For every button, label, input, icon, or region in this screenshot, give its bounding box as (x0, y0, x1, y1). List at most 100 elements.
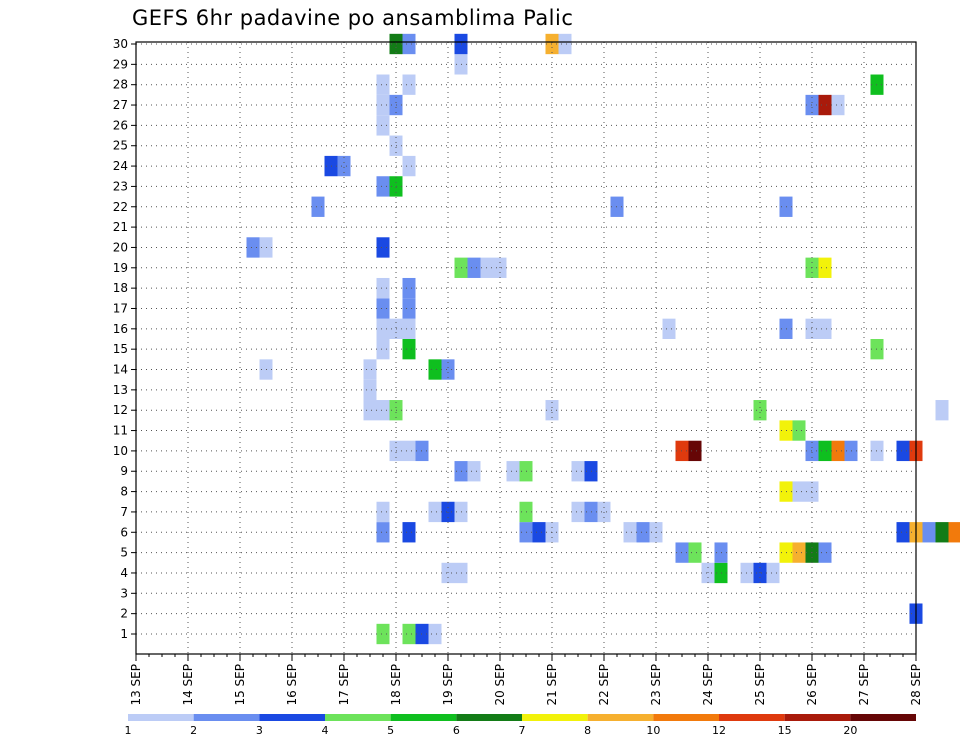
colorbar-label: 3 (256, 724, 263, 737)
heatmap-cell (831, 94, 845, 116)
y-tick-label: 20 (113, 240, 128, 254)
heatmap-cell (428, 501, 442, 523)
colorbar-segment (325, 714, 391, 721)
x-tick-label: 20 SEP (493, 664, 507, 706)
heatmap-cell (428, 623, 442, 645)
colorbar-label: 7 (519, 724, 526, 737)
colorbar-segment (850, 714, 916, 721)
y-tick-label: 28 (113, 78, 128, 92)
x-tick-label: 13 SEP (129, 664, 143, 706)
heatmap-cell (363, 400, 377, 421)
y-tick-label: 8 (120, 485, 128, 499)
heatmap-cell (376, 298, 390, 319)
y-tick-label: 19 (113, 261, 128, 275)
x-tick-label: 28 SEP (909, 664, 923, 706)
y-tick-label: 1 (120, 627, 128, 641)
y-tick-label: 7 (120, 505, 128, 519)
y-tick-label: 11 (113, 424, 128, 438)
x-tick-label: 19 SEP (441, 664, 455, 706)
heatmap-cell (896, 522, 910, 543)
heatmap-cell (558, 33, 572, 55)
heatmap-cell (376, 318, 390, 339)
heatmap-cell (896, 440, 910, 462)
heatmap-cell (792, 481, 806, 502)
heatmap-cell (662, 318, 676, 339)
heatmap-cell (376, 277, 390, 299)
heatmap-cell (376, 176, 390, 197)
colorbar-segment (390, 714, 457, 721)
heatmap-cell (428, 359, 442, 380)
y-tick-label: 9 (120, 464, 128, 478)
colorbar-label: 6 (453, 724, 460, 737)
colorbar-label: 2 (190, 724, 197, 737)
heatmap-cell (532, 522, 546, 543)
y-tick-label: 29 (113, 57, 128, 71)
colorbar-segment (784, 714, 851, 721)
heatmap-cell (831, 440, 845, 462)
heatmap-cell (246, 237, 260, 258)
y-tick-label: 13 (113, 383, 128, 397)
heatmap-cell (818, 440, 832, 462)
y-tick-label: 3 (120, 586, 128, 600)
chart-title: GEFS 6hr padavine po ansamblima Palic (132, 6, 574, 30)
heatmap-cell (818, 94, 832, 116)
heatmap-cell (402, 623, 416, 645)
heatmap-cell (792, 542, 806, 563)
colorbar-label: 20 (843, 724, 857, 737)
heatmap-cell (376, 94, 390, 116)
y-tick-label: 24 (113, 159, 128, 173)
x-tick-label: 14 SEP (181, 664, 195, 706)
heatmap-cell (402, 277, 416, 299)
heatmap-cell (376, 522, 390, 543)
x-tick-label: 22 SEP (597, 664, 611, 706)
heatmap-cell (402, 339, 416, 360)
colorbar-segment (456, 714, 522, 721)
heatmap-cell (376, 501, 390, 523)
heatmap-cell (597, 501, 611, 523)
heatmap-cell (818, 257, 832, 278)
y-tick-label: 5 (120, 546, 128, 560)
heatmap-cell (753, 400, 767, 421)
heatmap-cell (376, 115, 390, 136)
heatmap-cell (311, 196, 325, 217)
heatmap-cell (363, 379, 377, 401)
x-tick-label: 26 SEP (805, 664, 819, 706)
x-tick-label: 24 SEP (701, 664, 715, 706)
colorbar-label: 8 (584, 724, 591, 737)
x-tick-label: 16 SEP (285, 664, 299, 706)
colorbar-segment (653, 714, 719, 721)
y-tick-label: 27 (113, 98, 128, 112)
colorbar-segment (719, 714, 785, 721)
colorbar-label: 1 (125, 724, 132, 737)
y-tick-label: 14 (113, 363, 128, 377)
y-tick-label: 12 (113, 403, 128, 417)
heatmap-cell (402, 33, 416, 55)
heatmap-cell (935, 522, 949, 543)
x-tick-label: 17 SEP (337, 664, 351, 706)
heatmap-cell (402, 318, 416, 339)
heatmap-cell (688, 440, 702, 462)
colorbar-label: 5 (387, 724, 394, 737)
heatmap-cell (948, 522, 960, 543)
heatmap-cell (376, 400, 390, 421)
colorbar-segment (259, 714, 325, 721)
heatmap-cell (818, 542, 832, 563)
colorbar-segment (522, 714, 588, 721)
colorbar-segment (193, 714, 260, 721)
heatmap-cell (506, 461, 520, 482)
x-tick-label: 27 SEP (857, 664, 871, 706)
heatmap-cell (402, 298, 416, 319)
heatmap-cell (376, 237, 390, 258)
heatmap-cell (402, 522, 416, 543)
y-tick-label: 22 (113, 200, 128, 214)
y-tick-label: 6 (120, 525, 128, 539)
heatmap-cell (376, 623, 390, 645)
heatmap-cell (766, 562, 780, 584)
y-tick-label: 15 (113, 342, 128, 356)
colorbar-segment (128, 714, 194, 721)
heatmap-cell (441, 359, 455, 380)
heatmap-cell (818, 318, 832, 339)
heatmap-cell (337, 155, 351, 177)
heatmap-cell (402, 74, 416, 95)
heatmap-cell (688, 542, 702, 563)
